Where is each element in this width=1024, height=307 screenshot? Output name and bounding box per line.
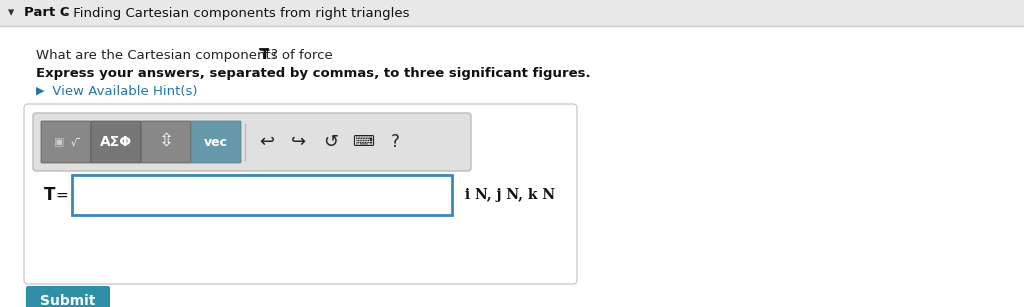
Text: T: T xyxy=(260,48,269,62)
Text: √¯: √¯ xyxy=(71,137,82,147)
FancyBboxPatch shape xyxy=(191,121,241,163)
Text: ΑΣΦ: ΑΣΦ xyxy=(100,135,132,149)
Text: ⌨: ⌨ xyxy=(352,134,374,150)
Text: ⇳: ⇳ xyxy=(159,133,173,151)
Text: i N, j N, k N: i N, j N, k N xyxy=(460,188,555,202)
FancyBboxPatch shape xyxy=(41,121,91,163)
Text: ?: ? xyxy=(270,49,276,61)
Text: ▶: ▶ xyxy=(36,86,44,96)
FancyBboxPatch shape xyxy=(24,104,577,284)
Text: Part C: Part C xyxy=(24,6,70,20)
Text: Submit: Submit xyxy=(40,294,95,307)
Text: Express your answers, separated by commas, to three significant figures.: Express your answers, separated by comma… xyxy=(36,67,591,80)
FancyBboxPatch shape xyxy=(0,26,1024,307)
Text: - Finding Cartesian components from right triangles: - Finding Cartesian components from righ… xyxy=(60,6,410,20)
Text: ?: ? xyxy=(390,133,399,151)
Text: ↺: ↺ xyxy=(324,133,339,151)
FancyBboxPatch shape xyxy=(91,121,141,163)
FancyBboxPatch shape xyxy=(141,121,191,163)
Text: T: T xyxy=(44,186,55,204)
Text: vec: vec xyxy=(204,135,228,149)
Text: ↪: ↪ xyxy=(292,133,306,151)
FancyBboxPatch shape xyxy=(72,175,452,215)
FancyBboxPatch shape xyxy=(33,113,471,171)
Text: View Available Hint(s): View Available Hint(s) xyxy=(48,84,198,98)
Text: ▾: ▾ xyxy=(8,6,14,20)
Text: ▣: ▣ xyxy=(53,137,65,147)
FancyBboxPatch shape xyxy=(0,0,1024,26)
Text: =: = xyxy=(55,188,68,203)
Text: ↩: ↩ xyxy=(259,133,274,151)
Text: What are the Cartesian components of force: What are the Cartesian components of for… xyxy=(36,49,337,61)
FancyBboxPatch shape xyxy=(26,286,110,307)
